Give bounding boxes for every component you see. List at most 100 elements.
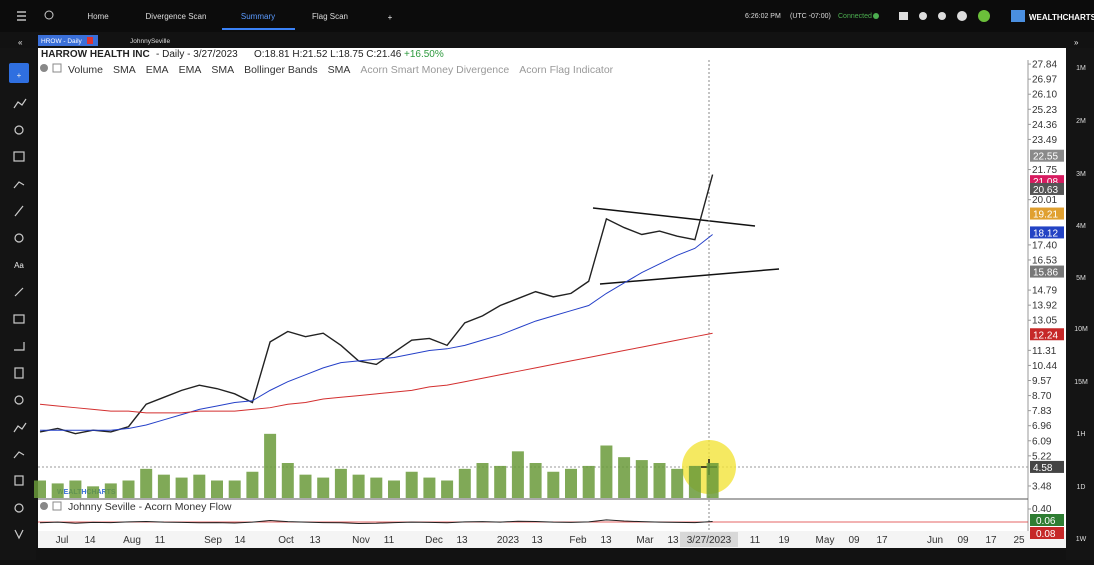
y-tick-label: 3.48 <box>1032 481 1052 492</box>
volume-bar <box>140 468 153 498</box>
indicator-label[interactable]: Acorn Flag Indicator <box>519 64 613 76</box>
y-tick-label: 24.36 <box>1032 120 1057 131</box>
price-badge-label: 18.12 <box>1033 228 1058 239</box>
x-tick-label: 17 <box>876 535 888 546</box>
volume-bar <box>87 486 100 498</box>
y-tick-label: 5.22 <box>1032 451 1052 462</box>
y-tick-label: 7.83 <box>1032 406 1052 417</box>
x-tick-label: Feb <box>569 535 587 546</box>
indicator-label[interactable]: EMA <box>146 64 169 76</box>
timeframe[interactable]: 1H <box>1077 431 1086 438</box>
x-tick-label: Oct <box>278 535 294 546</box>
x-tick-label: 11 <box>155 535 166 546</box>
timeframe[interactable]: 3M <box>1076 171 1086 178</box>
timeframe[interactable]: 10M <box>1074 326 1088 333</box>
x-tick-label: 13 <box>600 535 612 546</box>
x-tick-label: Jul <box>56 535 69 546</box>
text-tool[interactable]: Aa <box>14 261 24 270</box>
trendline[interactable] <box>599 268 780 285</box>
drawing-tools[interactable] <box>13 98 27 540</box>
indicator-label[interactable]: Acorn Smart Money Divergence <box>360 64 509 76</box>
volume-bar <box>476 463 489 498</box>
chart-area <box>38 48 1029 531</box>
ohlc: O:18.81 H:21.52 L:18.75 C:21.46 <box>254 49 402 60</box>
crosshair-date-bg <box>680 532 738 547</box>
timeframe[interactable]: 1M <box>1076 65 1086 72</box>
timeframe[interactable]: 5M <box>1076 275 1086 282</box>
volume-bar <box>458 468 471 498</box>
timeframe[interactable]: 2M <box>1076 118 1086 125</box>
clock: 6:26:02 PM <box>745 13 781 20</box>
toolbar-icons[interactable] <box>899 10 990 22</box>
volume-bar <box>175 477 188 498</box>
x-tick-label: 13 <box>309 535 321 546</box>
volume-bar <box>264 433 277 498</box>
nav-tab[interactable]: Home <box>87 12 109 21</box>
volume-bar <box>494 465 507 498</box>
y-tick-label: 26.10 <box>1032 90 1057 101</box>
settings-icon[interactable] <box>40 64 48 72</box>
volume-bar <box>671 468 684 498</box>
y-tick-label: 21.75 <box>1032 165 1057 176</box>
menu-icon[interactable] <box>17 11 26 21</box>
settings-icon[interactable] <box>40 502 48 510</box>
volume-bar <box>104 483 117 498</box>
brand-logo <box>1011 10 1025 22</box>
indicator-label[interactable]: SMA <box>211 64 234 76</box>
money-flow-line <box>39 519 713 524</box>
trendline[interactable] <box>592 207 756 227</box>
volume-bar <box>688 465 701 498</box>
indicator-label[interactable]: Bollinger Bands <box>244 64 318 76</box>
symbol-name: HARROW HEALTH INC <box>41 49 150 60</box>
x-tick-label: 09 <box>957 535 969 546</box>
nav-tab[interactable]: Flag Scan <box>312 12 348 21</box>
price-line <box>39 174 714 435</box>
watermark: WEALTHCHARTS <box>57 489 116 496</box>
timeframe[interactable]: 4M <box>1076 223 1086 230</box>
x-tick-label: 13 <box>667 535 679 546</box>
volume-bar <box>193 474 206 498</box>
x-tick-label: 13 <box>456 535 468 546</box>
collapse-right[interactable]: » <box>1074 38 1079 47</box>
volume-bar <box>370 477 383 498</box>
x-tick-label: 19 <box>778 535 790 546</box>
y-tick-label: 9.57 <box>1032 376 1052 387</box>
collapse-left[interactable]: « <box>18 38 23 47</box>
collapse-icon[interactable] <box>52 63 62 73</box>
indicator-label[interactable]: SMA <box>328 64 351 76</box>
volume-bar <box>317 477 330 498</box>
add-tab[interactable]: + <box>388 13 393 22</box>
x-tick-label: Nov <box>352 535 370 546</box>
date-axis <box>38 531 1066 548</box>
change: +16.50% <box>404 49 444 60</box>
collapse-icon[interactable] <box>52 501 62 511</box>
symbol-tab[interactable]: JohnnySeville <box>130 38 170 45</box>
volume-bar <box>635 460 648 498</box>
dynamic: Home Divergence Scan Summary Flag Scan 6:26:… <box>34 12 1094 547</box>
symbol-tab-active[interactable] <box>38 35 98 46</box>
x-tick-label: 25 <box>1013 535 1025 546</box>
nav-tab[interactable]: Summary <box>241 12 275 21</box>
indicator-label[interactable]: Volume <box>68 64 103 76</box>
search-icon[interactable] <box>44 10 54 20</box>
x-tick-label: Mar <box>636 535 654 546</box>
volume-bar <box>511 451 524 498</box>
timeframe[interactable]: 1D <box>1077 484 1086 491</box>
price-line <box>39 332 713 414</box>
volume-bar <box>69 480 82 498</box>
symbol-tab[interactable]: HROW - Daily <box>41 38 83 45</box>
nav-tab[interactable]: Divergence Scan <box>146 12 207 21</box>
timeframe[interactable]: 15M <box>1074 379 1088 386</box>
price-badge-label: 21.08 <box>1033 177 1058 188</box>
volume-bar <box>582 465 595 498</box>
add-button[interactable] <box>9 63 29 83</box>
price-badge-label: 4.58 <box>1033 463 1053 474</box>
indicator-label[interactable]: EMA <box>179 64 202 76</box>
volume-bar <box>547 471 560 498</box>
volume-bar <box>157 474 170 498</box>
timeframe[interactable]: 1W <box>1076 536 1087 543</box>
y-tick-label: 11.31 <box>1032 346 1057 357</box>
indicator-label[interactable]: SMA <box>113 64 136 76</box>
y-tick-label: 6.09 <box>1032 436 1052 447</box>
